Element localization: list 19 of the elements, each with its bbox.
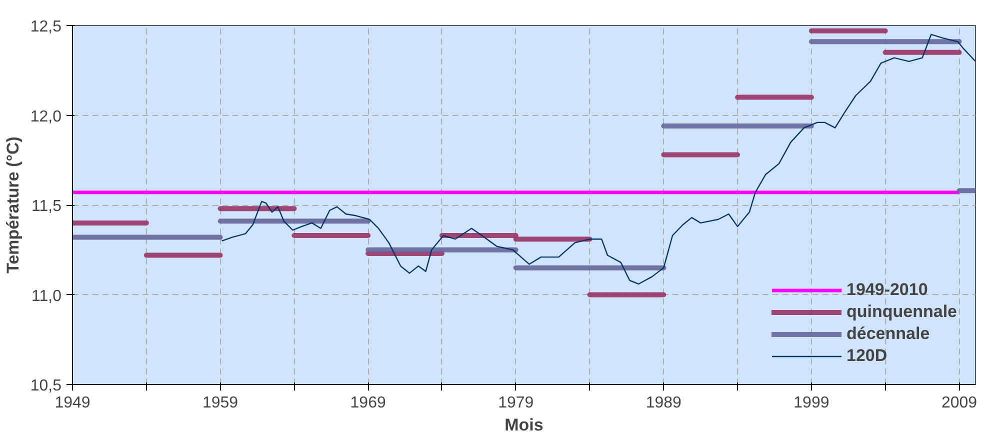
x-tick-label: 1989 [646, 394, 682, 412]
x-tick-label: 1969 [350, 394, 386, 412]
y-tick-label: 12,5 [30, 18, 62, 36]
legend-label: quinquennale [846, 302, 957, 322]
y-tick-label: 10,5 [30, 378, 62, 394]
x-tick-label: 1979 [498, 394, 534, 412]
legend-label: décennale [846, 324, 930, 344]
y-axis-title: Température (°C) [3, 136, 22, 274]
legend-label: 1949-2010 [846, 280, 928, 300]
line-series [221, 34, 976, 285]
y-tick-label: 11,5 [32, 198, 62, 215]
x-tick-label: 2009 [941, 394, 978, 412]
x-tick-label: 1999 [794, 394, 830, 412]
x-axis-title: Mois [504, 416, 544, 434]
x-tick-label: 1959 [202, 394, 238, 412]
legend-label: 120D [846, 346, 888, 366]
x-tick-label: 1949 [54, 394, 90, 412]
y-tick-label: 12,0 [30, 108, 62, 126]
y-tick-label: 11,0 [32, 288, 62, 305]
